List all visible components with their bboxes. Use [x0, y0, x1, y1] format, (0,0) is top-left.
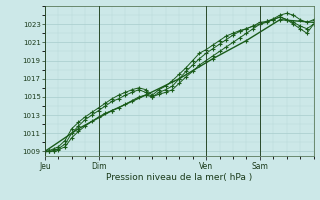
X-axis label: Pression niveau de la mer( hPa ): Pression niveau de la mer( hPa ) [106, 173, 252, 182]
